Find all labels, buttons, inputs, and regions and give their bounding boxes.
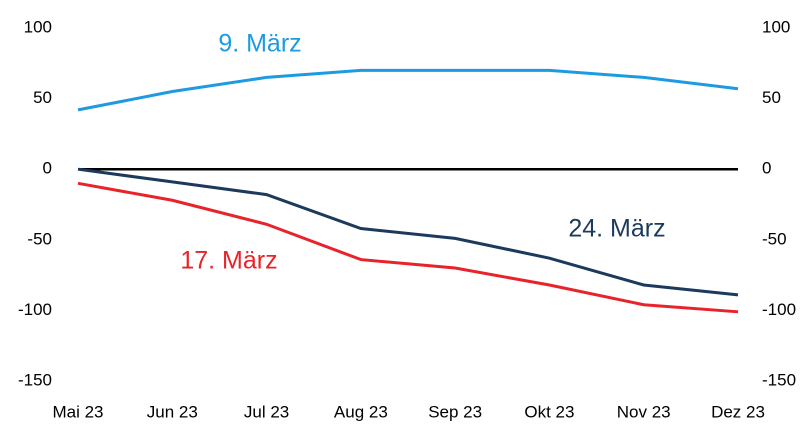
- y2-tick-label: 50: [762, 88, 781, 107]
- y2-tick-label: 0: [762, 159, 771, 178]
- series-label: 9. März: [218, 30, 301, 58]
- series-line: [77, 68, 739, 112]
- series-line: [77, 181, 739, 314]
- series-label: 17. März: [180, 247, 277, 275]
- x-tick-label: Sep 23: [428, 402, 482, 421]
- y2-tick-label: -50: [762, 229, 787, 248]
- series-label: 24. März: [568, 215, 665, 243]
- x-tick-label: Nov 23: [617, 402, 671, 421]
- y2-tick-label: -150: [762, 370, 796, 389]
- series-line: [77, 167, 739, 297]
- x-tick-label: Mai 23: [52, 402, 103, 421]
- y-tick-label: -50: [27, 229, 52, 248]
- y2-tick-label: 100: [762, 17, 790, 36]
- y2-tick-label: -100: [762, 300, 796, 319]
- y-tick-label: 0: [43, 159, 52, 178]
- x-tick-label: Okt 23: [524, 402, 574, 421]
- x-tick-label: Aug 23: [334, 402, 388, 421]
- y-tick-label: 50: [33, 88, 52, 107]
- y-tick-label: -150: [18, 370, 52, 389]
- x-tick-label: Jun 23: [147, 402, 198, 421]
- y-tick-label: 100: [24, 17, 52, 36]
- x-tick-label: Dez 23: [711, 402, 765, 421]
- x-tick-label: Jul 23: [244, 402, 289, 421]
- y-tick-label: -100: [18, 300, 52, 319]
